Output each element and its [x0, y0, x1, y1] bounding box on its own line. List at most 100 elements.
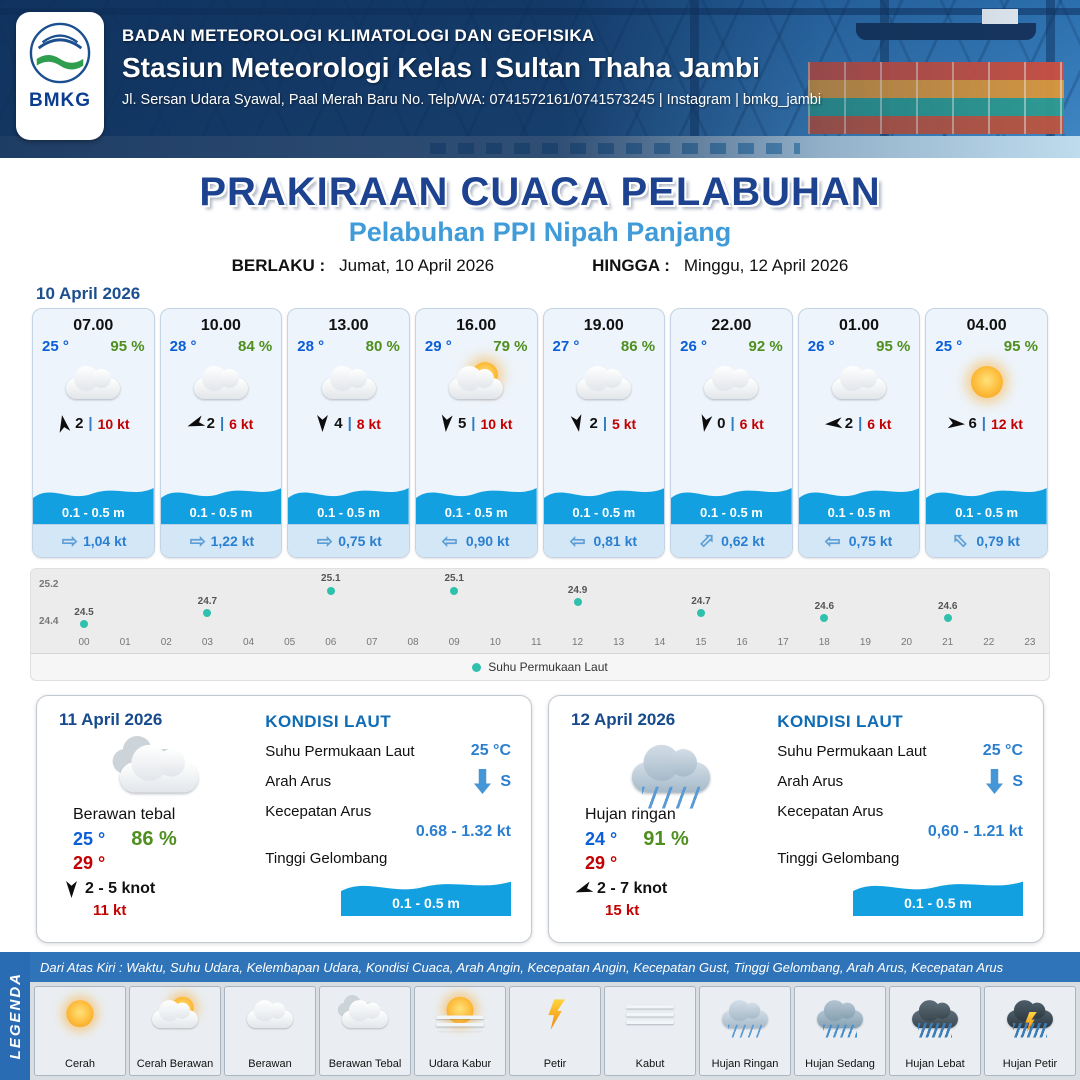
wind-range: 2 - 7 knot [597, 880, 668, 897]
x-axis-tick: 03 [201, 637, 213, 648]
sst-data-point [203, 608, 212, 617]
gust-speed: 11 kt [93, 902, 127, 919]
weather-icon-wrap [33, 355, 154, 411]
legend-item-label: Hujan Petir [1002, 1058, 1058, 1070]
x-axis-tick: 18 [818, 637, 830, 648]
legend-item: Hujan Petir [984, 986, 1076, 1076]
temp-humidity-row: 25 ° 86 % [73, 828, 259, 851]
current-panel: 0,79 kt [926, 524, 1047, 557]
wind-row: 4 | 8 kt [288, 415, 409, 432]
legend-item-label: Berawan [248, 1058, 292, 1070]
weather-icon-wrap [926, 355, 1047, 411]
wind-row: 0 | 6 kt [671, 415, 792, 432]
air-temperature: 28 ° [169, 338, 197, 355]
temp-max: 29 ° [585, 853, 618, 873]
legend-item-label: Kabut [635, 1058, 665, 1070]
x-axis-tick: 12 [571, 637, 584, 648]
current-panel: 1,04 kt [33, 524, 154, 557]
forecast-time: 19.00 [583, 317, 624, 334]
temp-humidity-row: 28 ° 84 % [161, 335, 282, 355]
air-temperature: 28 ° [297, 338, 325, 355]
weather-icon [625, 736, 718, 809]
sst-data-point [943, 614, 952, 622]
x-axis-tick: 22 [983, 637, 995, 648]
wind-speed: 2 [589, 415, 598, 432]
wind-direction-arrow-icon [56, 414, 72, 433]
temp-max: 29 ° [73, 853, 106, 873]
wave-graphic [798, 488, 920, 524]
legend-item: Hujan Lebat [889, 986, 981, 1076]
legend-item-label: Udara Kabur [428, 1058, 492, 1070]
sst-data-label: 24.9 [567, 584, 588, 596]
wind-speed: 2 [75, 415, 84, 432]
wave-height-label: Tinggi Gelombang [777, 850, 900, 867]
wind-row: 2 | 6 kt [161, 415, 282, 432]
x-axis-tick: 17 [777, 637, 789, 648]
weather-icon [827, 360, 891, 406]
forecast-cards-row: 07.00 25 ° 95 % 2 | 10 kt [32, 308, 1048, 558]
daily-forecast-card: 12 April 2026 Hujan ringan 24 ° 91 % 29 … [548, 695, 1044, 943]
bmkg-logo-text: BMKG [28, 90, 92, 111]
weather-icon [623, 995, 677, 1034]
forecast-card: 04.00 25 ° 95 % 6 | 12 kt [925, 308, 1048, 558]
sst-value: 25 °C [982, 742, 1023, 759]
forecast-card: 13.00 28 ° 80 % 4 | 8 kt [287, 308, 410, 558]
wind-range: 2 - 5 knot [85, 880, 156, 897]
humidity: 79 % [493, 338, 528, 355]
weather-icon [148, 995, 202, 1034]
bmkg-logo: BMKG [16, 12, 104, 140]
gust-speed: 10 kt [97, 415, 130, 432]
current-direction-value: S [474, 769, 511, 794]
sst-row: Suhu Permukaan Laut 25 °C [777, 742, 1023, 760]
wave-height: 0.1 - 0.5 m [904, 895, 972, 911]
current-speed: 0,62 kt [721, 533, 765, 549]
sst-row: Suhu Permukaan Laut 25 °C [265, 742, 511, 760]
current-speed: 0,81 kt [593, 533, 638, 549]
wave-height-panel: 0.1 - 0.5 m [543, 478, 665, 524]
current-direction-arrow-icon [569, 533, 588, 549]
forecast-time: 16.00 [456, 317, 497, 334]
forecast-time: 07.00 [73, 317, 114, 334]
current-speed: 0,60 - 1.21 kt [927, 823, 1023, 840]
x-axis-tick: 01 [119, 637, 131, 648]
weather-condition: Berawan tebal [73, 806, 176, 823]
x-axis-tick: 15 [695, 637, 707, 648]
wave-height-panel: 0.1 - 0.5 m [926, 478, 1047, 524]
page-subtitle: Pelabuhan PPI Nipah Panjang [348, 217, 732, 247]
header-shade-overlay [0, 0, 1080, 158]
temp-humidity-row: 25 ° 95 % [33, 335, 154, 355]
wave-graphic [926, 488, 1047, 524]
humidity: 84 % [238, 338, 273, 355]
wave-height-panel: 0.1 - 0.5 m [853, 872, 1023, 916]
weather-icon [528, 995, 582, 1034]
sst-data-point [573, 597, 582, 606]
humidity: 95 % [1003, 338, 1038, 355]
weather-icon-wrap [799, 355, 920, 411]
wave-height-panel: 0.1 - 0.5 m [288, 478, 409, 524]
x-axis-tick: 05 [284, 637, 296, 648]
forecast-time: 04.00 [966, 317, 1007, 334]
x-axis-tick: 13 [613, 637, 625, 648]
wind-row: 2 - 7 knot [577, 880, 771, 898]
forecast-time: 01.00 [839, 317, 880, 334]
air-temperature: 29 ° [424, 338, 452, 355]
wave-height: 0.1 - 0.5 m [392, 895, 460, 911]
weather-icon [955, 360, 1019, 406]
wind-row: 2 - 5 knot [65, 880, 259, 898]
legend-item: Hujan Ringan [699, 986, 791, 1076]
daily-weather-column: 11 April 2026 Berawan tebal 25 ° 86 % 29… [37, 696, 259, 942]
header-text-block: BADAN METEOROLOGI KLIMATOLOGI DAN GEOFIS… [122, 26, 821, 108]
legend-sidebar: LEGENDA [0, 952, 30, 1080]
sst-data-label: 24.6 [814, 601, 835, 612]
separator: | [88, 415, 93, 432]
gust-speed: 6 kt [739, 415, 764, 432]
daily-cards-row: 11 April 2026 Berawan tebal 25 ° 86 % 29… [36, 695, 1044, 943]
x-axis-tick: 04 [242, 637, 255, 648]
weather-icon [189, 360, 253, 406]
wind-direction-arrow-icon [439, 414, 453, 432]
gust-speed: 10 kt [480, 415, 513, 432]
current-speed-label: Kecepatan Arus [777, 803, 884, 820]
current-direction-row: Arah Arus S [777, 769, 1023, 794]
wave-height: 0.1 - 0.5 m [700, 505, 763, 520]
